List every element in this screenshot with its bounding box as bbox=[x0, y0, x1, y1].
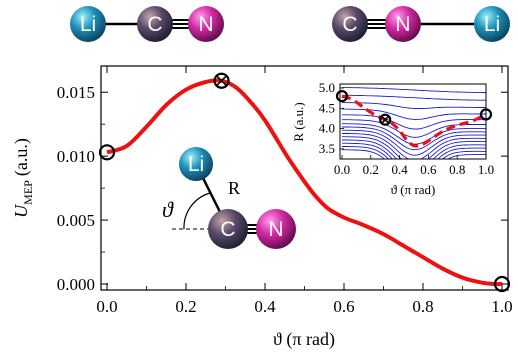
contour-line bbox=[341, 133, 486, 159]
atom-n bbox=[188, 6, 224, 42]
atom-c bbox=[332, 6, 368, 42]
inset-y-axis-label: R (a.u.) bbox=[291, 102, 306, 141]
inset-frame bbox=[339, 83, 487, 160]
contour-line bbox=[342, 102, 486, 110]
inset-marker-mid bbox=[379, 113, 392, 126]
x-tick-label: 0.0 bbox=[96, 297, 117, 316]
inset-x-tick-label: 0.6 bbox=[420, 162, 437, 177]
contour-line bbox=[342, 108, 486, 120]
inset-x-tick-label: 0.2 bbox=[363, 162, 379, 177]
x-tick-label: 0.4 bbox=[254, 297, 276, 316]
x-axis-label: ϑ (π rad) bbox=[273, 329, 335, 350]
contour-line bbox=[341, 136, 486, 159]
y-axis-label: UMEP (a.u.) bbox=[11, 138, 35, 218]
atom-n bbox=[385, 6, 421, 42]
y-axis-symbol: U bbox=[11, 204, 31, 218]
y-axis-subscript: MEP bbox=[21, 180, 35, 205]
atom-c bbox=[137, 6, 173, 42]
inset-marker-end bbox=[479, 108, 493, 121]
atom-label: C bbox=[220, 218, 235, 241]
main-axis-ticks: 0.0 0.2 0.4 0.6 0.8 1.0 0.000 0.005 0.010 0.015 bbox=[57, 66, 513, 316]
bond-label-r: R bbox=[228, 178, 240, 198]
contour-line bbox=[342, 126, 486, 151]
y-tick-label: 0.015 bbox=[57, 83, 95, 102]
contour-line bbox=[341, 114, 486, 130]
contour-line bbox=[342, 139, 486, 159]
contour-line bbox=[342, 87, 486, 93]
molecule-licn: Li C N bbox=[70, 6, 224, 42]
atom-li bbox=[179, 147, 213, 181]
marker-licn-minimum bbox=[98, 144, 116, 161]
main-marker-layer bbox=[98, 72, 511, 293]
angle-arc bbox=[183, 192, 211, 230]
inset-x-axis-label: ϑ (π rad) bbox=[391, 182, 436, 197]
contour-line bbox=[342, 142, 486, 159]
svg-text:UMEP(a.u.): UMEP (a.u.) bbox=[11, 138, 35, 218]
marker-cnli-minimum bbox=[493, 275, 511, 293]
angle-label-theta: ϑ bbox=[162, 197, 174, 222]
inset-x-tick-label: 1.0 bbox=[478, 162, 494, 177]
x-tick-label: 0.2 bbox=[175, 297, 196, 316]
contour-line bbox=[341, 149, 486, 159]
x-tick-label: 0.8 bbox=[412, 297, 433, 316]
atom-label: Li bbox=[484, 13, 500, 36]
atom-li bbox=[70, 6, 106, 42]
inset-curve-layer bbox=[341, 94, 486, 148]
atom-n bbox=[256, 209, 296, 249]
atom-li bbox=[474, 6, 510, 42]
inset-y-tick-label: 4.5 bbox=[319, 100, 335, 115]
y-tick-label: 0.000 bbox=[57, 275, 95, 294]
y-axis-unit: (a.u.) bbox=[11, 138, 32, 176]
atom-label: C bbox=[342, 13, 357, 36]
inset-marker-layer bbox=[335, 90, 493, 126]
contour-line bbox=[341, 94, 486, 101]
inset-y-tick-label: 3.5 bbox=[319, 141, 335, 156]
y-tick-label: 0.010 bbox=[57, 147, 95, 166]
molecule-cnli: C N Li bbox=[332, 6, 510, 42]
x-tick-label: 1.0 bbox=[491, 297, 512, 316]
contour-line bbox=[341, 146, 486, 159]
main-curve-layer bbox=[106, 78, 503, 287]
inset-contour-layer bbox=[341, 87, 486, 159]
atom-label: N bbox=[198, 13, 213, 36]
contour-line bbox=[342, 129, 486, 156]
atom-c bbox=[208, 209, 248, 249]
inset-y-tick-label: 5.0 bbox=[319, 80, 335, 95]
minimum-energy-path bbox=[341, 94, 486, 148]
inset-x-tick-label: 0.8 bbox=[449, 162, 465, 177]
x-tick-label: 0.6 bbox=[333, 297, 354, 316]
inset-axis-ticks: 0.0 0.2 0.4 0.6 0.8 1.0 3.5 4.0 4.5 5.0 bbox=[319, 80, 494, 177]
atom-label: N bbox=[268, 218, 283, 241]
inset-x-tick-label: 0.0 bbox=[334, 162, 350, 177]
geometry-diagram: Li C N R ϑ bbox=[162, 147, 296, 249]
atom-label: Li bbox=[188, 153, 204, 176]
y-tick-label: 0.005 bbox=[57, 211, 95, 230]
atom-label: C bbox=[147, 13, 162, 36]
mep-energy-curve bbox=[106, 78, 503, 287]
inset-y-tick-label: 4.0 bbox=[319, 121, 335, 136]
inset-marker-start bbox=[335, 90, 349, 103]
atom-label: Li bbox=[80, 13, 96, 36]
atom-label: N bbox=[395, 13, 410, 36]
marker-saddle-point bbox=[213, 72, 230, 89]
inset-x-tick-label: 0.4 bbox=[391, 162, 408, 177]
